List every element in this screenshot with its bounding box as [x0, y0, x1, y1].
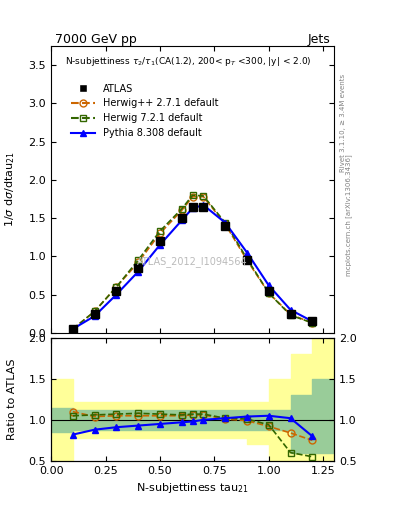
Text: N-subjettiness $\tau_2/\tau_1$(CA(1.2), 200< p$_T$ <300, |y| < 2.0): N-subjettiness $\tau_2/\tau_1$(CA(1.2), … [65, 55, 312, 68]
Text: Rivet 3.1.10, ≥ 3.4M events: Rivet 3.1.10, ≥ 3.4M events [340, 74, 346, 172]
X-axis label: N-subjettiness tau$_{21}$: N-subjettiness tau$_{21}$ [136, 481, 249, 495]
Text: ATLAS_2012_I1094564: ATLAS_2012_I1094564 [137, 255, 248, 267]
Text: mcplots.cern.ch [arXiv:1306.3436]: mcplots.cern.ch [arXiv:1306.3436] [345, 154, 353, 276]
Legend: ATLAS, Herwig++ 2.7.1 default, Herwig 7.2.1 default, Pythia 8.308 default: ATLAS, Herwig++ 2.7.1 default, Herwig 7.… [67, 79, 222, 142]
Y-axis label: Ratio to ATLAS: Ratio to ATLAS [7, 358, 17, 440]
Y-axis label: 1/$\sigma$ d$\sigma$/dtau$_{21}$: 1/$\sigma$ d$\sigma$/dtau$_{21}$ [3, 152, 17, 227]
Text: 7000 GeV pp: 7000 GeV pp [55, 33, 137, 46]
Text: Jets: Jets [307, 33, 330, 46]
